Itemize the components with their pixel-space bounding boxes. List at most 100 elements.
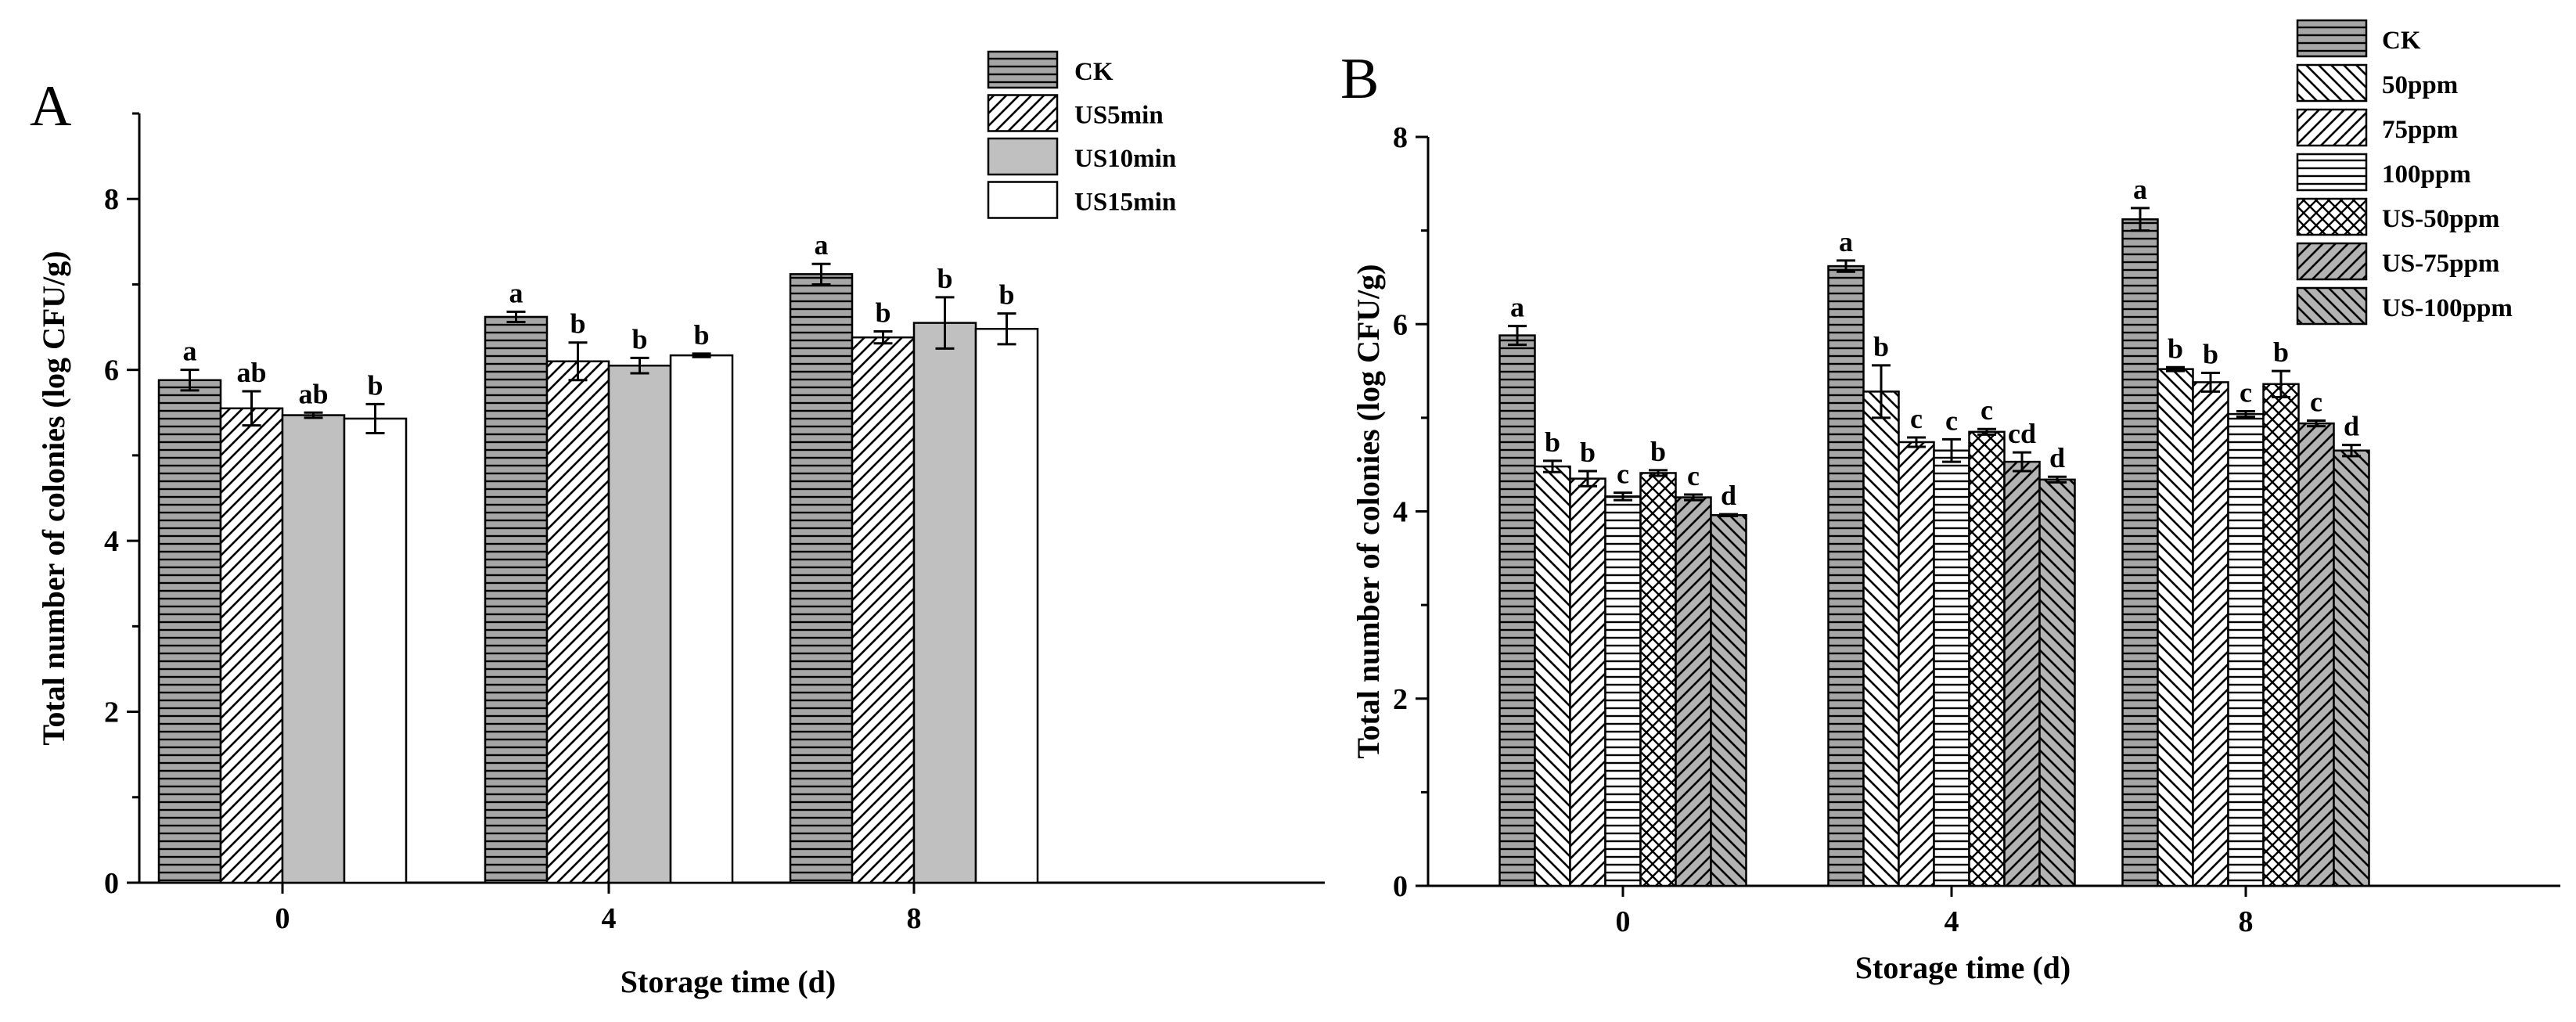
legend-swatch-pattern bbox=[2297, 199, 2366, 235]
y-tick-label: 8 bbox=[1393, 121, 1408, 154]
y-tick-label: 0 bbox=[1393, 870, 1408, 903]
significance-label: b bbox=[367, 369, 383, 401]
legend-label: US-50ppm bbox=[2382, 205, 2499, 233]
bar-pattern bbox=[1898, 441, 1934, 886]
legend-swatch bbox=[2296, 19, 2368, 58]
bar-fill bbox=[976, 329, 1038, 883]
significance-label: c bbox=[1910, 403, 1923, 434]
legend-swatch bbox=[987, 181, 1059, 219]
bar-fill bbox=[282, 415, 344, 883]
y-tick-label: 6 bbox=[104, 354, 119, 387]
y-tick-label: 2 bbox=[1393, 683, 1408, 716]
x-tick-label: 4 bbox=[1945, 905, 1959, 938]
bar-pattern bbox=[2039, 479, 2075, 886]
bar-pattern bbox=[852, 337, 914, 883]
bar-pattern bbox=[1711, 515, 1747, 886]
significance-label: cd bbox=[2008, 418, 2036, 449]
bar-pattern bbox=[1534, 466, 1570, 886]
legend-swatch bbox=[987, 50, 1059, 89]
significance-label: b bbox=[875, 297, 890, 329]
significance-label: d bbox=[1721, 480, 1736, 511]
legend-swatch bbox=[2296, 153, 2368, 192]
significance-label: b bbox=[2273, 336, 2289, 368]
y-tick-label: 4 bbox=[104, 525, 119, 558]
x-tick-label: 0 bbox=[275, 902, 290, 935]
bar-pattern bbox=[790, 274, 852, 883]
bar-pattern bbox=[2263, 383, 2299, 886]
significance-label: d bbox=[2344, 411, 2359, 442]
bar-pattern bbox=[1828, 266, 1864, 886]
significance-label: c bbox=[2240, 377, 2252, 408]
bar-pattern bbox=[2193, 382, 2229, 887]
legend-swatch bbox=[2296, 63, 2368, 103]
bar-pattern bbox=[1605, 496, 1641, 886]
panel-b: B 0 2 4 6 8 Total number of colonies (log CFU/… bbox=[1340, 19, 2560, 985]
y-tick-label: 4 bbox=[1393, 496, 1408, 529]
bar-pattern bbox=[1499, 335, 1535, 887]
x-tick-label: 8 bbox=[2239, 905, 2254, 938]
legend-swatch-fill bbox=[988, 139, 1057, 175]
significance-label: b bbox=[1580, 437, 1596, 468]
significance-label: c bbox=[1945, 405, 1958, 436]
legend-label: 100ppm bbox=[2382, 160, 2471, 189]
legend-swatch bbox=[2296, 242, 2368, 281]
significance-label: c bbox=[1617, 459, 1629, 490]
legend-swatch-pattern bbox=[2297, 110, 2366, 146]
significance-label: b bbox=[937, 263, 952, 294]
legend-swatch-pattern bbox=[2297, 20, 2366, 56]
significance-label: b bbox=[631, 323, 647, 354]
bar-fill bbox=[609, 365, 671, 883]
bar-pattern bbox=[2298, 423, 2334, 886]
bar-pattern bbox=[221, 408, 282, 883]
legend-label: US10min bbox=[1074, 145, 1176, 173]
significance-label: a bbox=[183, 336, 197, 367]
y-axis-title: Total number of colonies (log CFU/g) bbox=[36, 250, 71, 745]
bar-pattern bbox=[1640, 473, 1676, 886]
significance-label: c bbox=[1981, 394, 1993, 426]
bar-pattern bbox=[2122, 219, 2158, 886]
legend-label: US15min bbox=[1074, 189, 1176, 217]
bar-fill bbox=[344, 418, 406, 883]
legend-label: CK bbox=[1074, 58, 1114, 86]
bar-pattern bbox=[1863, 391, 1899, 886]
significance-label: a bbox=[1510, 292, 1524, 323]
legend-swatch-pattern bbox=[2297, 288, 2366, 324]
bar-pattern bbox=[1570, 478, 1606, 886]
y-tick-label: 8 bbox=[104, 183, 119, 216]
legend-swatch bbox=[2296, 108, 2368, 147]
bar-pattern bbox=[547, 361, 609, 883]
legend-label: US5min bbox=[1074, 102, 1164, 130]
significance-label: a bbox=[509, 277, 523, 308]
significance-label: b bbox=[570, 308, 585, 340]
bar-pattern bbox=[2004, 462, 2040, 886]
legend-swatch bbox=[2296, 197, 2368, 236]
legend-label: 75ppm bbox=[2382, 116, 2458, 144]
x-tick-label: 4 bbox=[602, 902, 617, 935]
significance-label: ab bbox=[298, 378, 328, 409]
y-tick-label: 0 bbox=[104, 867, 119, 900]
significance-label: c bbox=[2310, 386, 2322, 417]
legend-swatch-pattern bbox=[988, 52, 1057, 88]
y-tick-label: 2 bbox=[104, 696, 119, 729]
legend-swatch-pattern bbox=[2297, 154, 2366, 190]
legend-swatch bbox=[2296, 286, 2368, 326]
significance-label: a bbox=[2133, 174, 2147, 205]
legend-swatch-pattern bbox=[988, 95, 1057, 131]
x-tick-label: 0 bbox=[1616, 905, 1631, 938]
y-axis-title: Total number of colonies (log CFU/g) bbox=[1351, 264, 1386, 758]
bar-pattern bbox=[1675, 497, 1711, 886]
bar-pattern bbox=[2157, 369, 2193, 886]
legend-label: 50ppm bbox=[2382, 71, 2458, 99]
panel-letter: A bbox=[30, 74, 71, 139]
bar-pattern bbox=[485, 316, 547, 883]
y-tick-label: 6 bbox=[1393, 308, 1408, 341]
bar-fill bbox=[671, 355, 732, 883]
significance-label: b bbox=[998, 279, 1014, 311]
x-axis-title: Storage time (d) bbox=[621, 964, 836, 999]
significance-label: b bbox=[1545, 426, 1560, 458]
bar-fill bbox=[914, 322, 976, 883]
significance-label: ab bbox=[236, 357, 266, 388]
legend-swatch bbox=[987, 94, 1059, 132]
significance-label: b bbox=[2168, 333, 2183, 364]
